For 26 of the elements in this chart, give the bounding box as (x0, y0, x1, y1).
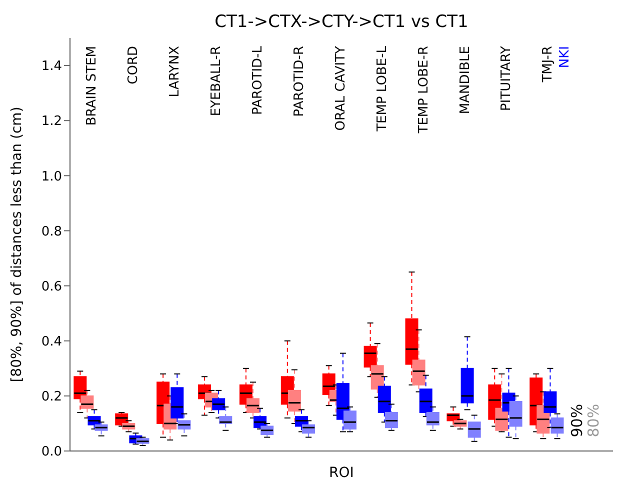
y-tick-label: 0.0 (41, 444, 62, 460)
x-tick-label: TEMP LOBE-L (374, 45, 390, 132)
x-tick-label: PAROTID-R (292, 46, 307, 117)
chart-title: CT1->CTX->CTY->CT1 vs CT1 (214, 12, 470, 32)
x-tick-label: ORAL CAVITY (333, 46, 348, 131)
x-tick-label: EYEBALL-R (209, 46, 224, 116)
annotation: 90% (568, 404, 586, 438)
annotation: NKI (558, 46, 573, 68)
y-tick-label: 1.2 (41, 114, 62, 130)
x-tick-label: LARYNX (168, 46, 183, 98)
x-tick-label: PITUITARY (499, 46, 514, 111)
x-tick-label: CORD (126, 46, 142, 84)
y-tick-label: 0.6 (41, 279, 62, 294)
y-tick-label: 1.4 (41, 59, 62, 74)
y-tick-label: 0.2 (41, 390, 62, 405)
x-tick-label: TEMP LOBE-R (416, 46, 432, 134)
y-axis-title: [80%, 90%] of distances less than (cm) (8, 106, 25, 382)
x-tick-label: MANDIBLE (458, 46, 473, 114)
y-tick-label: 1.0 (41, 169, 62, 184)
x-tick-label: BRAIN STEM (84, 46, 100, 126)
x-axis-title: ROI (329, 465, 354, 481)
text: 80% (584, 404, 602, 438)
x-tick-label: PAROTID-L (250, 45, 266, 115)
x-tick-label: TMJ-R (540, 46, 556, 84)
y-tick-label: 0.8 (41, 224, 62, 240)
y-tick-label: 0.4 (41, 334, 62, 350)
